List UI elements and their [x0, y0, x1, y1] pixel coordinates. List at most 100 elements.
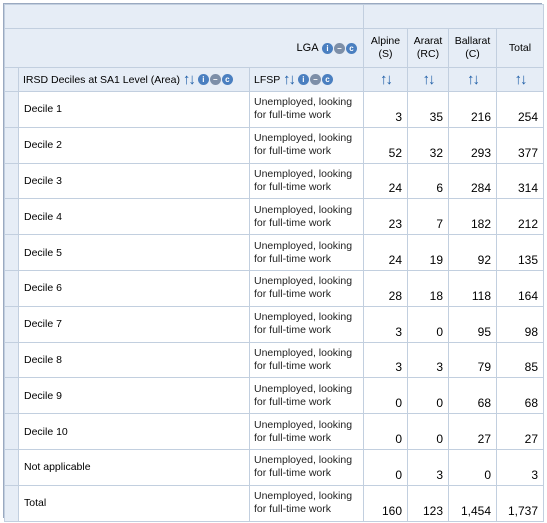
row-strip — [5, 163, 19, 199]
value-cell-total: 254 — [497, 92, 544, 128]
table-row: Decile 6Unemployed, looking for full-tim… — [5, 270, 544, 306]
row-strip — [5, 270, 19, 306]
value-cell-total: 98 — [497, 306, 544, 342]
row-label: Total — [19, 485, 250, 521]
irsd-label: IRSD Deciles at SA1 Level (Area) — [23, 73, 180, 85]
value-cell-ararat: 0 — [408, 378, 449, 414]
lfsp-label-cell: Unemployed, looking for full-time work — [250, 414, 364, 450]
sort-alpine[interactable]: ↑↓ — [364, 68, 408, 92]
row-label: Decile 5 — [19, 235, 250, 271]
value-cell-total: 135 — [497, 235, 544, 271]
value-cell-alpine: 23 — [364, 199, 408, 235]
lfsp-label-cell: Unemployed, looking for full-time work — [250, 342, 364, 378]
value-cell-alpine: 28 — [364, 270, 408, 306]
table-row: Not applicableUnemployed, looking for fu… — [5, 449, 544, 485]
row-label: Not applicable — [19, 449, 250, 485]
value-cell-ararat: 19 — [408, 235, 449, 271]
lfsp-label-cell: Unemployed, looking for full-time work — [250, 378, 364, 414]
table-row: Decile 8Unemployed, looking for full-tim… — [5, 342, 544, 378]
table-row: Decile 2Unemployed, looking for full-tim… — [5, 127, 544, 163]
info-icon[interactable]: i — [198, 74, 209, 85]
lfsp-label-cell: Unemployed, looking for full-time work — [250, 163, 364, 199]
column-header-ararat[interactable]: Ararat (RC) — [408, 29, 449, 68]
column-header-ballarat[interactable]: Ballarat (C) — [449, 29, 497, 68]
collapse-icon[interactable]: – — [334, 43, 345, 54]
value-cell-ballarat: 79 — [449, 342, 497, 378]
lfsp-dimension-header: LFSP ↑↓ i–c — [250, 68, 364, 92]
value-cell-alpine: 3 — [364, 342, 408, 378]
lfsp-label-cell: Unemployed, looking for full-time work — [250, 235, 364, 271]
collapse-icon[interactable]: – — [310, 74, 321, 85]
value-cell-ballarat: 293 — [449, 127, 497, 163]
pivot-table: LGA i–c Alpine (S) Ararat (RC) Ballarat … — [4, 4, 544, 522]
row-strip — [5, 127, 19, 163]
info-icon[interactable]: i — [322, 43, 333, 54]
row-label: Decile 3 — [19, 163, 250, 199]
row-strip-header — [5, 68, 19, 92]
lfsp-label-cell: Unemployed, looking for full-time work — [250, 199, 364, 235]
value-cell-total: 314 — [497, 163, 544, 199]
value-cell-ballarat: 68 — [449, 378, 497, 414]
total-row: TotalUnemployed, looking for full-time w… — [5, 485, 544, 521]
row-label: Decile 2 — [19, 127, 250, 163]
value-cell-ararat: 6 — [408, 163, 449, 199]
top-header-right — [364, 5, 544, 29]
clear-icon[interactable]: c — [222, 74, 233, 85]
value-cell-alpine: 3 — [364, 306, 408, 342]
row-strip — [5, 378, 19, 414]
value-cell-total: 164 — [497, 270, 544, 306]
column-header-total[interactable]: Total — [497, 29, 544, 68]
value-cell-alpine: 0 — [364, 378, 408, 414]
lfsp-label-cell: Unemployed, looking for full-time work — [250, 449, 364, 485]
value-cell-alpine: 24 — [364, 163, 408, 199]
clear-icon[interactable]: c — [322, 74, 333, 85]
info-icon[interactable]: i — [298, 74, 309, 85]
value-cell-alpine: 24 — [364, 235, 408, 271]
row-strip — [5, 306, 19, 342]
irsd-dimension-header: IRSD Deciles at SA1 Level (Area) ↑↓ i–c — [19, 68, 250, 92]
sort-arrows-icon[interactable]: ↑↓ — [423, 73, 434, 87]
sort-ararat[interactable]: ↑↓ — [408, 68, 449, 92]
value-cell-ballarat: 118 — [449, 270, 497, 306]
sort-arrows-icon[interactable]: ↑↓ — [283, 73, 294, 87]
row-label: Decile 9 — [19, 378, 250, 414]
row-strip — [5, 92, 19, 128]
value-cell-total: 212 — [497, 199, 544, 235]
value-cell-ballarat: 216 — [449, 92, 497, 128]
table-row: Decile 9Unemployed, looking for full-tim… — [5, 378, 544, 414]
value-cell-alpine: 3 — [364, 92, 408, 128]
value-cell-alpine: 0 — [364, 449, 408, 485]
value-cell-ararat: 7 — [408, 199, 449, 235]
value-cell-total: 377 — [497, 127, 544, 163]
row-strip — [5, 414, 19, 450]
value-cell-total: 27 — [497, 414, 544, 450]
lga-dimension-header: LGA i–c — [5, 29, 364, 68]
column-header-alpine[interactable]: Alpine (S) — [364, 29, 408, 68]
sort-arrows-icon[interactable]: ↑↓ — [380, 73, 391, 87]
table-row: Decile 10Unemployed, looking for full-ti… — [5, 414, 544, 450]
row-strip — [5, 235, 19, 271]
sort-ballarat[interactable]: ↑↓ — [449, 68, 497, 92]
clear-icon[interactable]: c — [346, 43, 357, 54]
sort-arrows-icon[interactable]: ↑↓ — [515, 73, 526, 87]
value-cell-total: 3 — [497, 449, 544, 485]
collapse-icon[interactable]: – — [210, 74, 221, 85]
sort-arrows-icon[interactable]: ↑↓ — [183, 73, 194, 87]
value-cell-ararat: 123 — [408, 485, 449, 521]
row-label: Decile 8 — [19, 342, 250, 378]
row-strip — [5, 449, 19, 485]
sort-total[interactable]: ↑↓ — [497, 68, 544, 92]
row-label: Decile 7 — [19, 306, 250, 342]
column-dimension-row: LGA i–c Alpine (S) Ararat (RC) Ballarat … — [5, 29, 544, 68]
row-strip — [5, 342, 19, 378]
value-cell-ararat: 3 — [408, 449, 449, 485]
table-row: Decile 3Unemployed, looking for full-tim… — [5, 163, 544, 199]
value-cell-ballarat: 1,454 — [449, 485, 497, 521]
value-cell-ballarat: 182 — [449, 199, 497, 235]
value-cell-ballarat: 0 — [449, 449, 497, 485]
sort-arrows-icon[interactable]: ↑↓ — [467, 73, 478, 87]
value-cell-ballarat: 95 — [449, 306, 497, 342]
row-label: Decile 4 — [19, 199, 250, 235]
row-strip — [5, 199, 19, 235]
value-cell-total: 1,737 — [497, 485, 544, 521]
